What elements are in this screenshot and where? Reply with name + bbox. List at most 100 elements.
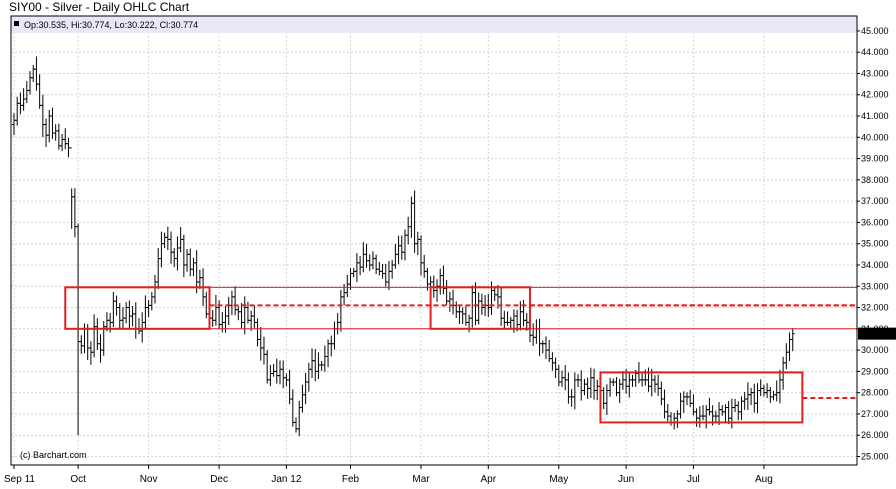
- x-tick-label: Jul: [687, 474, 700, 485]
- ohlc-bar: [508, 316, 513, 329]
- ohlc-bar: [239, 303, 244, 329]
- ohlc-bar: [540, 340, 545, 354]
- ohlc-bar: [124, 302, 129, 324]
- y-tick-label: 35.000: [861, 239, 889, 249]
- ohlc-bar: [290, 389, 295, 427]
- ohlc-bar: [454, 301, 459, 319]
- ohlc-bar: [620, 371, 625, 390]
- ohlc-bar: [675, 410, 680, 428]
- ohlc-bar: [316, 352, 321, 380]
- ohlc-bar: [739, 396, 744, 421]
- ohlc-bar: [704, 405, 709, 429]
- ohlc-bar: [268, 364, 273, 387]
- ohlc-bar: [713, 410, 718, 423]
- chart-title: SIY00 - Silver - Daily OHLC Chart: [9, 0, 190, 14]
- ohlc-bar: [310, 348, 315, 379]
- ohlc-bar: [229, 290, 234, 316]
- y-tick-label: 29.000: [861, 366, 889, 376]
- ohlc-bar: [165, 226, 170, 251]
- ohlc-bar: [396, 235, 401, 265]
- ohlc-bar: [419, 235, 423, 276]
- ohlc-bar: [364, 243, 369, 268]
- x-tick-label: Mar: [412, 474, 430, 485]
- ohlc-bar: [92, 314, 97, 358]
- x-tick-label: Apr: [481, 474, 497, 485]
- range-box: [429, 286, 531, 330]
- ohlc-bar: [543, 336, 548, 360]
- ohlc-bar: [271, 363, 276, 377]
- y-tick-label: 40.000: [861, 132, 889, 142]
- ohlc-bar: [127, 300, 132, 329]
- ohlc-bar: [185, 249, 190, 272]
- ohlc-bar: [608, 377, 613, 397]
- ohlc-bar: [322, 345, 327, 372]
- ohlc-bar: [627, 372, 632, 398]
- ohlc-bar: [435, 279, 440, 302]
- ohlc-bar: [630, 374, 635, 387]
- ohlc-bar: [701, 405, 706, 421]
- ohlc-bar: [614, 377, 619, 397]
- ohlc-bar: [569, 389, 574, 407]
- ohlc-bar: [749, 387, 754, 406]
- ohlc-bar: [338, 289, 343, 332]
- ohlc-bar: [761, 384, 766, 397]
- ohlc-bar: [451, 289, 456, 315]
- ohlc-bar: [136, 318, 141, 335]
- y-tick-label: 34.000: [861, 260, 889, 270]
- ohlc-bar: [95, 318, 100, 350]
- ohlc-bar: [255, 318, 260, 347]
- ohlc-bar: [534, 319, 539, 344]
- ohlc-bar: [236, 306, 241, 321]
- ohlc-bar: [351, 268, 356, 278]
- ohlc-bar: [130, 305, 135, 327]
- y-tick-label: 37.000: [861, 196, 889, 206]
- ohlc-bar: [63, 128, 68, 150]
- ohlc-bar: [729, 398, 734, 429]
- ohlc-bar: [44, 118, 49, 147]
- ohlc-bar: [114, 295, 119, 316]
- ohlc-bar: [672, 412, 677, 430]
- y-tick-label: 33.000: [861, 281, 889, 291]
- y-tick-label: 43.000: [861, 68, 889, 78]
- x-tick-label: Dec: [210, 474, 228, 485]
- ohlc-bar: [790, 328, 795, 352]
- ohlc-bar: [172, 248, 177, 268]
- grid: [11, 16, 857, 465]
- y-tick-label: 27.000: [861, 409, 889, 419]
- ohlc-bar: [143, 295, 148, 329]
- ohlc-bar: [197, 269, 202, 289]
- ohlc-bar: [742, 391, 747, 410]
- y-tick-label: 36.000: [861, 217, 889, 227]
- x-tick-label: Feb: [342, 474, 360, 485]
- ohlc-bar: [281, 360, 286, 389]
- ohlc-bar: [745, 382, 750, 410]
- ohlc-bar: [153, 274, 158, 304]
- ohlc-bar: [159, 231, 164, 268]
- ohlc-bar: [601, 387, 606, 410]
- y-tick-label: 39.000: [861, 154, 889, 164]
- ohlc-bar: [665, 404, 670, 422]
- ohlc-bar: [252, 305, 257, 330]
- ohlc-bar: [335, 313, 340, 335]
- ohlc-bar: [88, 341, 93, 365]
- ohlc-bar: [169, 231, 174, 264]
- ohlc-bar: [191, 257, 196, 277]
- ohlc-bar: [556, 364, 561, 387]
- ohlc-bar: [60, 134, 65, 152]
- ohlc-bar: [329, 335, 334, 357]
- price-bars: [12, 56, 795, 437]
- x-tick-label: Sep 11: [4, 474, 35, 485]
- ohlc-bar: [681, 391, 686, 414]
- ohlc-bar: [69, 147, 74, 229]
- ohlc-bar: [438, 268, 443, 295]
- ohlc-bar: [274, 358, 279, 384]
- ohlc-bar: [678, 392, 683, 419]
- ohlc-bar: [592, 368, 597, 400]
- ohlc-bar: [261, 336, 266, 365]
- ohlc-bar: [258, 327, 263, 361]
- ohlc-bar: [492, 286, 497, 301]
- ohlc-bar: [595, 379, 600, 401]
- ohlc-bar: [249, 310, 254, 331]
- x-tick-label: Oct: [70, 474, 86, 485]
